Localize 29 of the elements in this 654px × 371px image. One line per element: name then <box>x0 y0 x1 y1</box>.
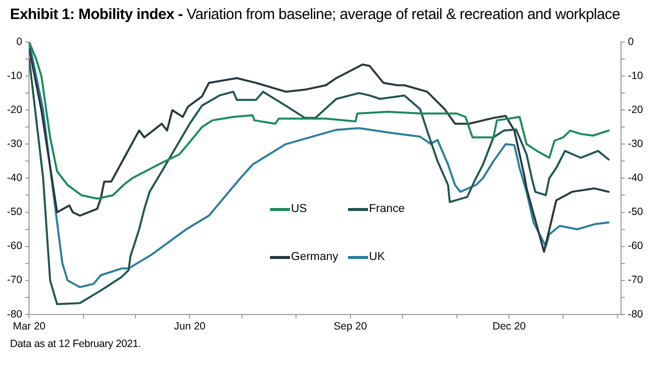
legend-label: France <box>368 203 406 215</box>
chart-title: Exhibit 1: Mobility index - <box>10 6 183 23</box>
legend-label: Germany <box>290 251 340 263</box>
x-tick-label: Jun 20 <box>174 320 206 333</box>
y2-tick-label: -60 <box>628 240 644 252</box>
y-tick-label: 0 <box>16 36 22 48</box>
chart-subtitle: Variation from baseline; average of retail & recreation and workplace <box>186 6 620 23</box>
y-tick-label: -50 <box>6 206 22 218</box>
legend-label: US <box>290 203 308 215</box>
y-tick-label: -30 <box>6 138 22 150</box>
y-tick-label: -60 <box>6 240 22 252</box>
legend-label: UK <box>368 251 386 263</box>
y-tick-label: -20 <box>6 104 22 116</box>
y2-tick-label: -30 <box>628 138 644 150</box>
y-tick-label: -80 <box>6 308 22 320</box>
y-tick-label: -10 <box>6 70 22 82</box>
y2-tick-label: -40 <box>628 172 644 184</box>
x-tick-label: Mar 20 <box>12 320 46 333</box>
y2-tick-label: -50 <box>628 206 644 218</box>
y2-tick-label: 0 <box>628 36 634 48</box>
x-tick-label: Sep 20 <box>334 320 368 333</box>
y2-tick-label: -20 <box>628 104 644 116</box>
y-tick-label: -70 <box>6 274 22 286</box>
x-tick-label: Dec 20 <box>492 320 526 333</box>
text: Data as at 12 February 2021. <box>10 338 141 350</box>
y2-tick-label: -80 <box>628 308 644 320</box>
y2-tick-label: -10 <box>628 70 644 82</box>
y2-tick-label: -70 <box>628 274 644 286</box>
y-tick-label: -40 <box>6 172 22 184</box>
